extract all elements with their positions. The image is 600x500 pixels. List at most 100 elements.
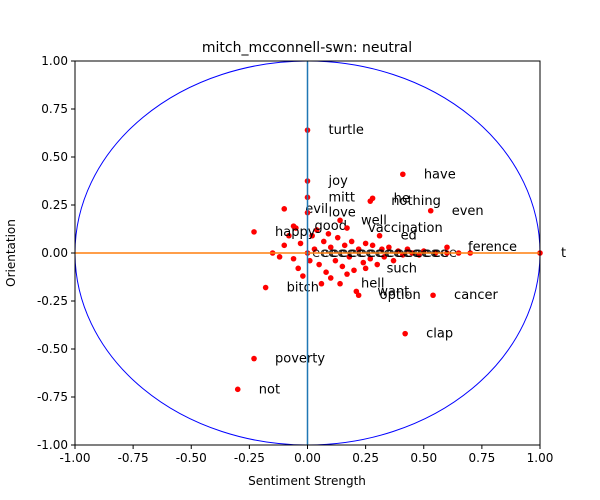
point-label: nothing (391, 194, 441, 209)
data-point (362, 240, 369, 247)
x-tick-label: 0.75 (469, 451, 496, 465)
y-tick-label: 0.75 (41, 102, 68, 116)
data-point (311, 246, 318, 252)
data-point (323, 269, 329, 276)
data-point (281, 206, 288, 212)
data-point (281, 242, 288, 249)
data-point (360, 259, 367, 266)
point-label: vaccination (368, 221, 443, 236)
point-label: good (315, 219, 347, 234)
data-point (355, 292, 362, 299)
point-label: want (377, 284, 409, 299)
point-label: well (361, 213, 387, 228)
point-label: such (387, 261, 417, 276)
data-point (344, 271, 350, 277)
data-point (400, 171, 406, 178)
x-tick-label: -1.00 (59, 451, 90, 465)
point-label: t (561, 246, 566, 261)
point-label: poverty (275, 352, 325, 367)
data-point (427, 207, 434, 214)
data-point (344, 225, 350, 231)
data-point (318, 280, 325, 287)
data-point (297, 240, 304, 247)
y-tick-label: -0.50 (37, 342, 68, 356)
data-point (320, 238, 327, 245)
point-label: have (424, 167, 456, 182)
data-point (362, 265, 369, 272)
y-tick-label: -1.00 (37, 438, 68, 452)
data-point (444, 244, 450, 251)
data-point (334, 234, 341, 241)
point-label: evil (305, 202, 328, 217)
point-label: clap (426, 327, 453, 342)
data-point (337, 280, 343, 287)
data-point (262, 284, 269, 291)
point-label: ference (468, 240, 517, 255)
point-label: not (259, 382, 280, 397)
data-point (348, 238, 355, 245)
y-tick-label: 0.50 (41, 150, 68, 164)
data-point (295, 265, 302, 272)
plot-area: eeeeeeeeeeeeeeeeeeeeeeeeeeeeeeeeeeeeeeee… (37, 54, 566, 465)
data-point (251, 355, 257, 362)
y-axis-label: Orientation (4, 219, 18, 287)
data-point (379, 246, 385, 252)
data-point (346, 254, 353, 260)
data-point (376, 232, 383, 239)
data-point (430, 292, 436, 299)
data-point (374, 261, 381, 268)
point-label: mitt (329, 190, 355, 205)
data-point (290, 223, 297, 229)
data-point (309, 232, 315, 239)
data-point (369, 242, 376, 249)
x-tick-label: -0.50 (176, 451, 207, 465)
x-tick-label: 0.50 (410, 451, 437, 465)
y-tick-label: 0.25 (41, 198, 68, 212)
point-label: love (329, 206, 356, 221)
y-tick-label: -0.25 (37, 294, 68, 308)
data-point (286, 232, 292, 239)
data-point (332, 257, 339, 264)
x-tick-label: -0.25 (234, 451, 265, 465)
data-point (355, 246, 362, 252)
data-point (290, 255, 297, 262)
point-label: even (452, 204, 484, 219)
data-point (367, 255, 374, 262)
data-point (307, 257, 313, 264)
data-point (339, 263, 346, 270)
data-point (316, 261, 322, 268)
y-tick-label: 1.00 (41, 54, 68, 68)
point-label: hell (361, 277, 384, 292)
data-point (367, 198, 374, 204)
x-axis-label: Sentiment Strength (248, 474, 366, 488)
point-label: he (394, 191, 410, 206)
y-tick-label: 0.00 (41, 246, 68, 260)
data-point (390, 257, 397, 264)
point-label: happy (275, 225, 316, 240)
data-point (337, 217, 343, 224)
data-point (386, 244, 392, 251)
data-point (351, 267, 357, 274)
x-tick-label: 0.00 (294, 451, 321, 465)
data-point (251, 229, 257, 235)
point-label: turtle (329, 123, 364, 138)
point-label: option (380, 288, 421, 303)
data-point (402, 330, 408, 337)
chart-title: mitch_mcconnell-swn: neutral (202, 40, 412, 56)
data-point (300, 273, 306, 279)
x-tick-label: -0.75 (118, 451, 149, 465)
data-point (327, 275, 334, 281)
y-tick-label: -0.75 (37, 390, 68, 404)
data-point (325, 231, 332, 237)
point-label: joy (328, 174, 349, 189)
data-point (314, 227, 320, 233)
data-point (327, 244, 334, 251)
data-point (381, 254, 388, 260)
x-tick-label: 1.00 (527, 451, 554, 465)
point-label: cancer (454, 288, 498, 303)
data-point (404, 246, 411, 252)
x-tick-label: 0.25 (352, 451, 379, 465)
point-label: ed (401, 229, 417, 244)
